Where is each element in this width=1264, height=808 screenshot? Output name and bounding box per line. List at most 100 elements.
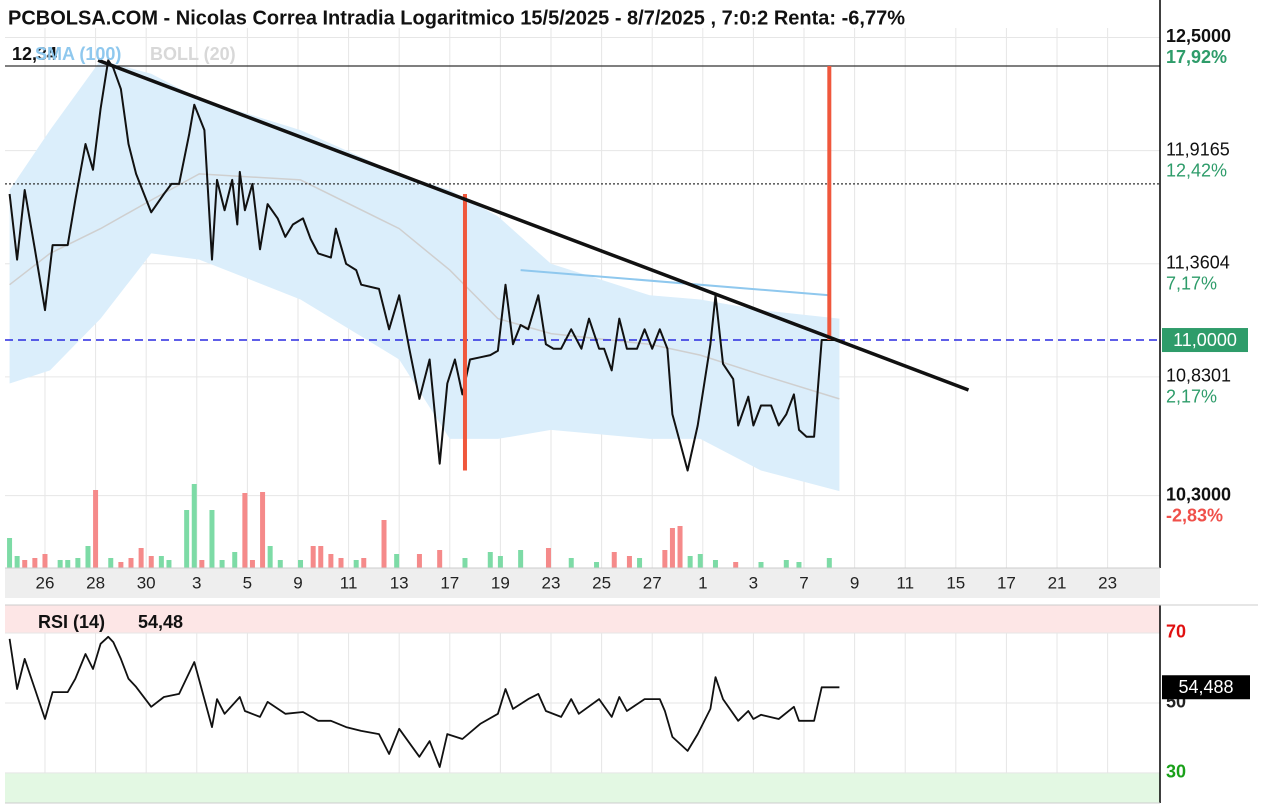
volume-bar — [733, 562, 738, 568]
volume-bar — [220, 560, 225, 568]
rsi-current-label: 54,488 — [1178, 677, 1233, 697]
volume-bar — [184, 510, 189, 568]
x-tick-label: 5 — [243, 573, 252, 592]
x-tick-label: 23 — [542, 573, 561, 592]
volume-bar — [688, 556, 693, 568]
rsi-title: RSI (14) — [38, 612, 105, 632]
volume-bar — [22, 560, 27, 568]
x-tick-label: 11 — [896, 573, 914, 592]
legend-sma: SMA (100) — [35, 44, 121, 64]
y-tick-label: 70 — [1166, 622, 1186, 642]
volume-bar — [784, 560, 789, 568]
volume-bar — [498, 556, 503, 568]
volume-bar — [339, 558, 344, 568]
x-tick-label: 26 — [36, 573, 55, 592]
volume-bar — [32, 558, 37, 568]
volume-bar — [166, 560, 171, 568]
x-tick-label: 17 — [997, 573, 1016, 592]
volume-bar — [149, 556, 154, 568]
y-tick-label: 10,3000 — [1166, 484, 1231, 504]
x-tick-label: 28 — [86, 573, 105, 592]
y-tick-label: 30 — [1166, 762, 1186, 782]
x-tick-label: 17 — [440, 573, 459, 592]
x-axis-strip — [5, 568, 1160, 598]
volume-bar — [108, 558, 113, 568]
volume-bar — [462, 558, 467, 568]
chart-title: PCBOLSA.COM - Nicolas Correa Intradia Lo… — [8, 7, 905, 29]
volume-bar — [627, 556, 632, 568]
volume-bar — [65, 560, 70, 568]
volume-bar — [232, 552, 237, 568]
x-tick-label: 3 — [749, 573, 758, 592]
chart: 262830359111317192325271379111517212312,… — [0, 0, 1264, 808]
x-tick-label: 27 — [643, 573, 662, 592]
y-tick-label: 10,8301 — [1166, 366, 1231, 386]
page: 262830359111317192325271379111517212312,… — [0, 0, 1264, 808]
volume-bar — [250, 560, 255, 568]
volume-bar — [298, 560, 303, 568]
y-tick-change: -2,83% — [1166, 505, 1223, 525]
x-tick-label: 30 — [137, 573, 156, 592]
volume-bar — [488, 552, 493, 568]
x-tick-label: 21 — [1048, 573, 1067, 592]
x-tick-label: 3 — [192, 573, 201, 592]
volume-bar — [242, 493, 247, 568]
volume-bar — [437, 550, 442, 568]
volume-bar — [759, 562, 764, 568]
volume-bar — [85, 546, 90, 568]
volume-bar — [594, 562, 599, 568]
volume-bar — [328, 554, 333, 568]
volume-bar — [546, 548, 551, 568]
rsi-header-value: 54,48 — [138, 612, 183, 632]
x-tick-label: 23 — [1098, 573, 1117, 592]
volume-bar — [58, 560, 63, 568]
volume-bar — [713, 560, 718, 568]
volume-bar — [361, 558, 366, 568]
oversold-zone — [5, 773, 1160, 803]
y-tick-label: 11,3604 — [1166, 252, 1230, 272]
volume-bar — [199, 560, 204, 568]
volume-bar — [637, 558, 642, 568]
volume-bar — [42, 554, 47, 568]
volume-bar — [827, 558, 832, 568]
volume-bar — [7, 538, 12, 568]
volume-bar — [75, 558, 80, 568]
volume-bar — [394, 554, 399, 568]
volume-bar — [796, 562, 801, 568]
y-tick-label: 11,9165 — [1166, 139, 1230, 159]
volume-bar — [278, 560, 283, 568]
last-price-label: 11,0000 — [1173, 330, 1237, 350]
x-tick-label: 19 — [491, 573, 510, 592]
x-tick-label: 7 — [799, 573, 808, 592]
volume-bar — [670, 528, 675, 568]
x-tick-label: 15 — [946, 573, 965, 592]
y-tick-change: 12,42% — [1166, 160, 1227, 180]
volume-bar — [417, 554, 422, 568]
volume-bar — [662, 550, 667, 568]
y-tick-change: 17,92% — [1166, 47, 1227, 67]
volume-bar — [139, 548, 144, 568]
legend-boll: BOLL (20) — [150, 44, 236, 64]
volume-bar — [698, 554, 703, 568]
volume-bar — [129, 558, 134, 568]
y-tick-change: 7,17% — [1166, 273, 1217, 293]
volume-bar — [192, 484, 197, 568]
volume-bar — [159, 556, 164, 568]
x-tick-label: 25 — [592, 573, 611, 592]
x-tick-label: 1 — [698, 573, 707, 592]
volume-bar — [518, 550, 523, 568]
x-tick-label: 11 — [340, 573, 358, 592]
volume-bar — [260, 492, 265, 568]
volume-bar — [93, 490, 98, 568]
volume-bar — [318, 546, 323, 568]
volume-bar — [311, 546, 316, 568]
x-tick-label: 9 — [293, 573, 302, 592]
volume-bar — [612, 552, 617, 568]
volume-bar — [382, 520, 387, 568]
y-tick-label: 12,5000 — [1166, 26, 1231, 46]
y-tick-change: 2,17% — [1166, 387, 1217, 407]
volume-bar — [209, 510, 214, 568]
volume-bar — [268, 546, 273, 568]
volume-bar — [678, 526, 683, 568]
x-tick-label: 13 — [390, 573, 409, 592]
